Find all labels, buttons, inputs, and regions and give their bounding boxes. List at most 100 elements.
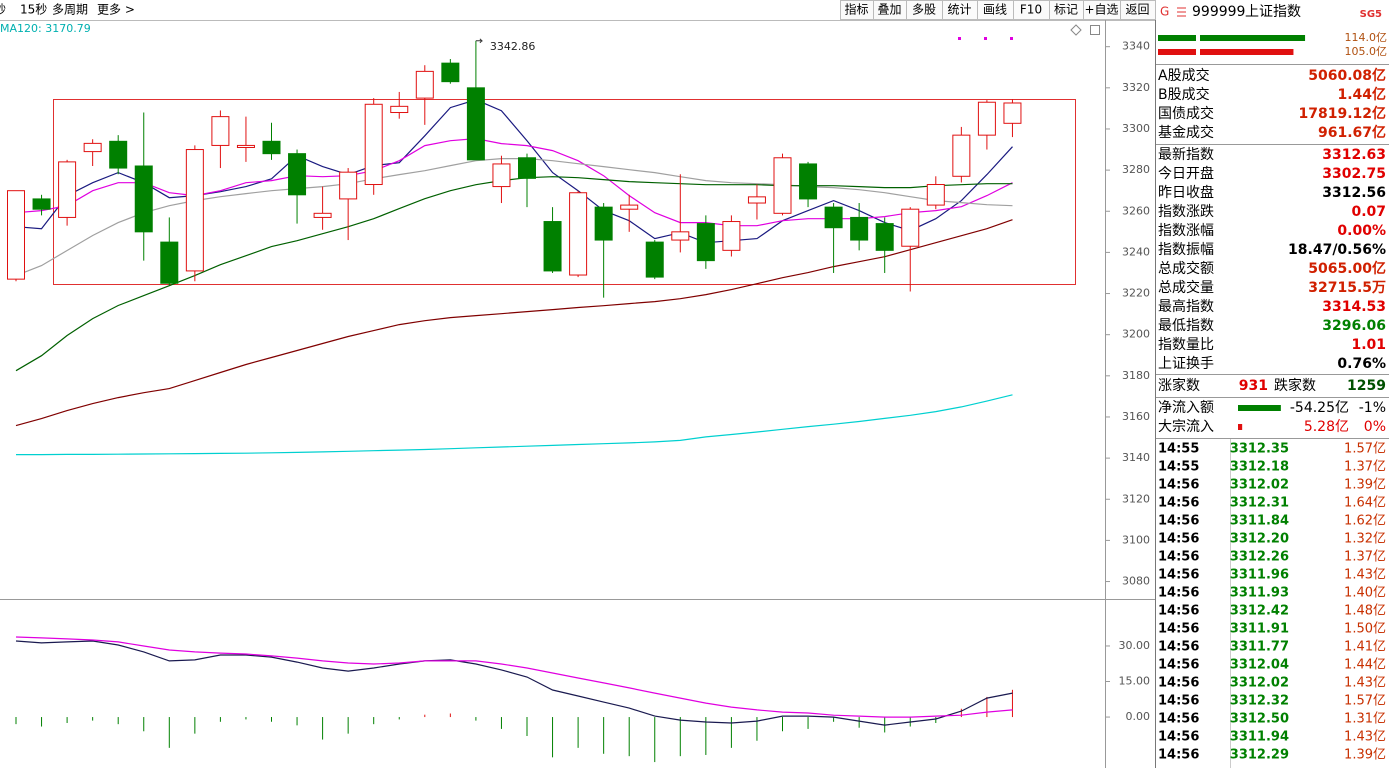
breadth-label: 跌家数 [1274,377,1316,394]
candle-body [390,105,409,114]
ma-line [16,394,1013,456]
tick-amount: 1.43亿 [1344,568,1386,583]
ma-line [15,137,1013,227]
toolbar-button-label[interactable]: F10 [1020,3,1042,17]
row-value: 961.67亿 [1318,124,1386,141]
y-tick-label: 3220 [1122,287,1150,300]
candle-body [134,165,153,233]
ma-label: MA120: 3170.79 [0,22,91,35]
tick-price: 3312.31 [1230,496,1289,511]
y-tick-label: 3100 [1122,533,1150,546]
diamond-icon[interactable] [1070,24,1082,36]
stock-code: 999999 [1192,4,1245,20]
row-label: A股成交 [1158,67,1210,84]
tick-amount: 1.64亿 [1344,496,1386,511]
flow-bar-gap [1196,48,1200,56]
breadth-label: 涨家数 [1158,377,1200,394]
tick-price: 3312.02 [1230,478,1289,493]
candle-body [543,221,562,272]
tick-amount: 1.62亿 [1344,514,1386,529]
flow-pct: -1% [1359,400,1386,416]
flow-value: -54.25亿 [1290,400,1349,416]
tick-price: 3312.18 [1230,460,1289,475]
tick-amount: 1.57亿 [1344,694,1386,709]
flow-amount-bar [1238,424,1243,430]
tick-time: 14:56 [1158,478,1199,493]
tick-time: 14:56 [1158,586,1199,601]
y-tick-label: 0.00 [1126,710,1151,723]
row-label: B股成交 [1158,86,1210,103]
tick-time: 14:56 [1158,676,1199,691]
candle-body [83,142,102,153]
toolbar-button-label[interactable]: 画线 [983,3,1007,17]
flow-bar [1158,49,1294,55]
tick-time: 14:56 [1158,712,1199,727]
candle-body [313,212,332,218]
toolbar-item[interactable]: 秒 [0,3,6,17]
candle-body [288,153,307,196]
tick-amount: 1.57亿 [1344,442,1386,457]
high-pointer [475,38,484,44]
window-icon[interactable] [1090,25,1100,35]
tick-amount: 1.40亿 [1344,586,1386,601]
toolbar-button-label[interactable]: 叠加 [877,3,901,17]
y-tick-label: 30.00 [1119,639,1151,652]
tick-time: 14:55 [1158,442,1199,457]
toolbar-item[interactable]: 多周期 [52,3,88,17]
candle-body [211,116,230,146]
candle-body [594,206,613,241]
ma-line [15,640,1013,726]
tick-amount: 1.37亿 [1344,460,1386,475]
badge: G [1160,5,1169,19]
flow-bar-label: 105.0亿 [1345,45,1388,58]
candle-body [32,198,51,210]
row-label: 指数涨幅 [1158,223,1214,239]
candle-body [645,241,664,278]
candle-body [7,190,25,280]
tick-price: 3311.84 [1230,514,1289,529]
row-label: 国债成交 [1158,105,1214,122]
high-label: 3342.86 [490,40,536,53]
candle-body [1003,102,1022,124]
flow-bar [1158,35,1306,41]
candle-body [109,140,128,169]
breadth-up: 931 [1239,378,1268,394]
y-tick-label: 3140 [1122,451,1150,464]
tick-price: 3312.42 [1230,604,1289,619]
tick-price: 3312.02 [1230,676,1289,691]
toolbar-button-label[interactable]: 指标 [844,2,868,17]
toolbar-button-label[interactable]: 统计 [947,3,971,17]
toolbar-button-label[interactable]: 多股 [912,3,936,17]
breadth-down: 1259 [1347,378,1386,394]
y-tick-label: 3340 [1122,40,1150,53]
y-tick-label: 3200 [1122,328,1150,341]
tick-amount: 1.44亿 [1344,658,1386,673]
row-value: 1.01 [1351,337,1386,353]
candle-body [926,184,945,206]
toolbar-button[interactable] [1120,0,1156,20]
tick-amount: 1.48亿 [1344,604,1386,619]
row-value: 0.76% [1337,356,1386,372]
toolbar-button-label[interactable]: +自选 [1084,3,1118,17]
candle-body [518,157,536,179]
toolbar-item[interactable]: 更多 > [97,3,135,17]
candle-body [466,87,485,161]
candle-body [58,161,77,218]
candle-body [185,149,204,272]
tick-time: 14:56 [1158,748,1199,763]
ma-line [15,99,1013,244]
toolbar-button-label[interactable]: 返回 [1125,3,1149,17]
row-value: 18.47/0.56% [1288,242,1386,258]
row-value: 5065.00亿 [1308,260,1386,277]
row-label: 基金成交 [1158,124,1214,141]
tick-time: 14:55 [1158,460,1199,475]
toolbar-button-label[interactable]: 标记 [1054,3,1078,17]
row-value: 0.00% [1337,223,1386,239]
tick-time: 14:56 [1158,640,1199,655]
candle-body [799,163,818,200]
toolbar-item[interactable]: 15秒 [20,3,47,17]
tick-amount: 1.39亿 [1344,478,1386,493]
tick-time: 14:56 [1158,658,1199,673]
